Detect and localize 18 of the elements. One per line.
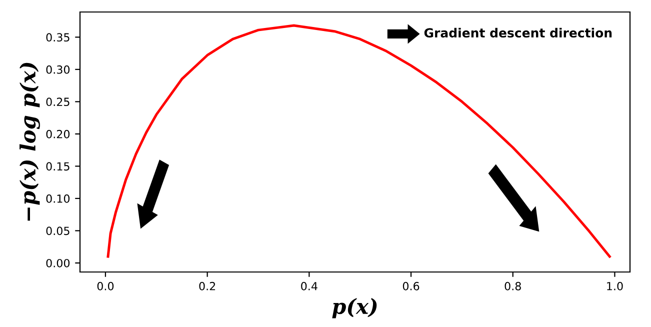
- x-tick-label: 0.4: [301, 282, 318, 290]
- y-tick-label: 0.25: [46, 98, 70, 106]
- line-series: [106, 24, 611, 258]
- x-axis-title: p(x): [332, 298, 377, 318]
- y-tick-label: 0.30: [46, 65, 70, 74]
- annotation: Gradient descent direction: [424, 28, 612, 38]
- y-tick-label: 0.15: [46, 162, 70, 171]
- y-tick-label: 0.20: [46, 130, 70, 138]
- x-tick-label: 0.2: [199, 282, 216, 290]
- y-tick-label: 0.10: [46, 194, 70, 203]
- y-axis-title: −p(x) log p(x): [20, 62, 40, 221]
- y-tick-label: 0.35: [46, 33, 70, 42]
- x-tick-label: 1.0: [607, 282, 623, 290]
- y-tick-label: 0.05: [46, 226, 70, 236]
- x-tick-label: 0.0: [97, 282, 114, 290]
- y-tick-label: 0.00: [46, 258, 70, 268]
- x-tick-label: 0.6: [402, 282, 420, 290]
- x-tick-label: 0.8: [504, 282, 521, 290]
